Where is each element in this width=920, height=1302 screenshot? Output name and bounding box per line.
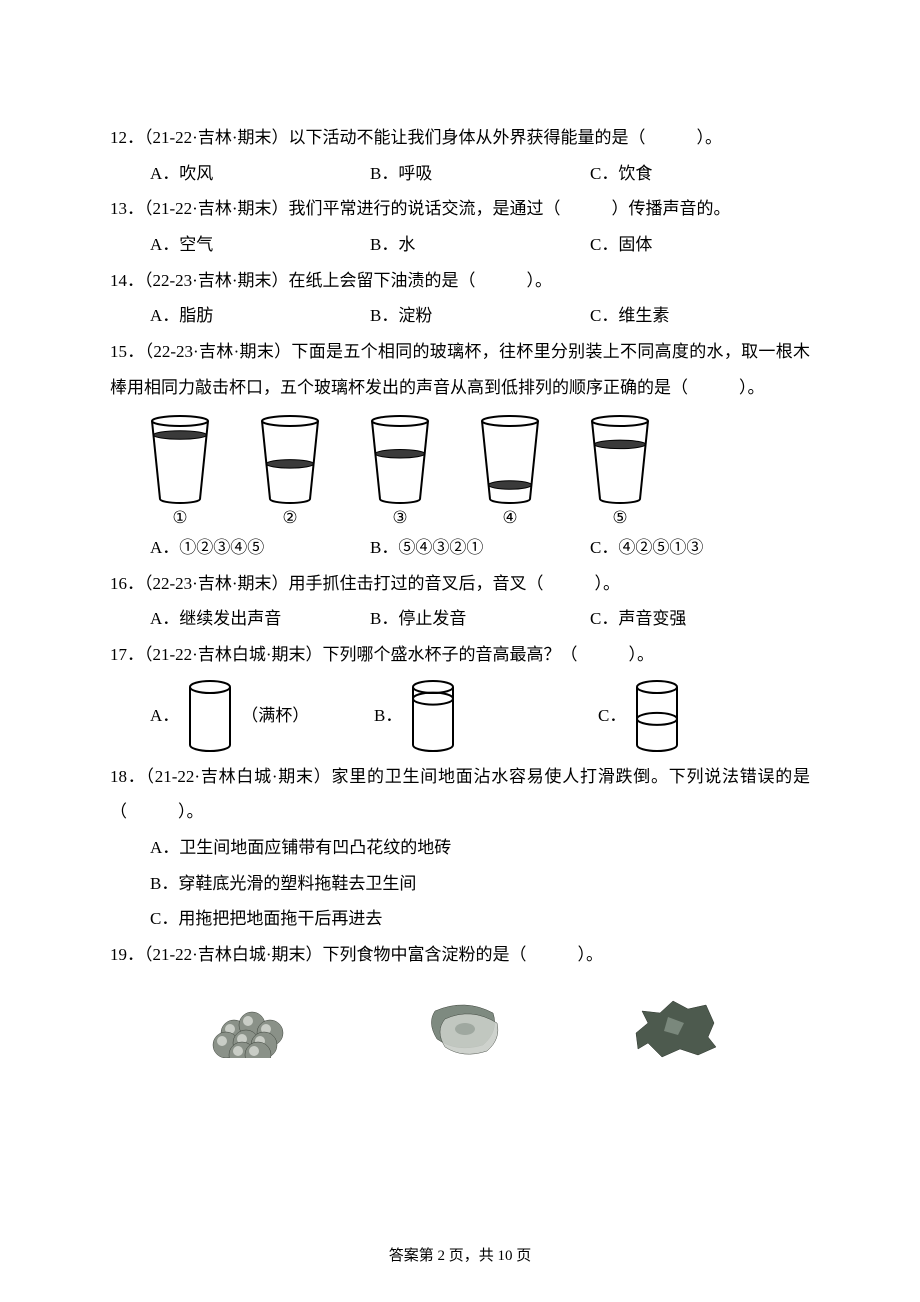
q15-opt-b: B．⑤④③②①	[370, 530, 590, 566]
q15-cup-4: ④	[470, 414, 550, 528]
cylinder-b-icon	[410, 679, 456, 753]
q15-cup-2: ②	[250, 414, 330, 528]
q15-cup-5: ⑤	[580, 414, 660, 528]
q12-options: A．吹风 B．呼吸 C．饮食	[110, 156, 810, 192]
q19-foods	[110, 973, 810, 1058]
q17-note-a: （满杯）	[241, 698, 309, 734]
food-3-icon	[618, 983, 728, 1058]
q14-opt-a: A．脂肪	[150, 298, 370, 334]
page: 12．（21-22·吉林·期末）以下活动不能让我们身体从外界获得能量的是（ ）。…	[0, 0, 920, 1302]
q17-stem: 17．（21-22·吉林白城·期末）下列哪个盛水杯子的音高最高？（ ）。	[110, 637, 810, 673]
q17-opt-a: A． （满杯）	[150, 679, 362, 753]
q12-opt-a: A．吹风	[150, 156, 370, 192]
q18-options: A．卫生间地面应铺带有凹凸花纹的地砖 B．穿鞋底光滑的塑料拖鞋去卫生间 C．用拖…	[110, 830, 810, 937]
cylinder-a-icon	[187, 679, 233, 753]
q18-opt-c: C．用拖把把地面拖干后再进去	[150, 901, 810, 937]
q17-label-a: A．	[150, 698, 179, 734]
q15-cup-1-label: ①	[140, 508, 220, 528]
q17-label-b: B．	[374, 698, 402, 734]
q15-cup-2-label: ②	[250, 508, 330, 528]
q19-stem: 19．（21-22·吉林白城·期末）下列食物中富含淀粉的是（ ）。	[110, 937, 810, 973]
q14-stem: 14．（22-23·吉林·期末）在纸上会留下油渍的是（ ）。	[110, 263, 810, 299]
q14-opt-b: B．淀粉	[370, 298, 590, 334]
q15-cup-3: ③	[360, 414, 440, 528]
q12-opt-c: C．饮食	[590, 156, 810, 192]
q17-opt-c: C．	[598, 679, 810, 753]
q13-stem: 13．（21-22·吉林·期末）我们平常进行的说话交流，是通过（ ）传播声音的。	[110, 191, 810, 227]
q14-options: A．脂肪 B．淀粉 C．维生素	[110, 298, 810, 334]
q15-cup-4-label: ④	[470, 508, 550, 528]
q18-opt-b: B．穿鞋底光滑的塑料拖鞋去卫生间	[150, 866, 810, 902]
q13-options: A．空气 B．水 C．固体	[110, 227, 810, 263]
cylinder-c-icon	[634, 679, 680, 753]
q12-opt-b: B．呼吸	[370, 156, 590, 192]
q16-opt-c: C．声音变强	[590, 601, 810, 637]
q16-options: A．继续发出声音 B．停止发音 C．声音变强	[110, 601, 810, 637]
q16-stem: 16．（22-23·吉林·期末）用手抓住击打过的音叉后，音叉（ ）。	[110, 566, 810, 602]
q13-opt-a: A．空气	[150, 227, 370, 263]
q17-label-c: C．	[598, 698, 626, 734]
q18-stem: 18．（21-22·吉林白城·期末）家里的卫生间地面沾水容易使人打滑跌倒。下列说…	[110, 759, 810, 830]
page-footer: 答案第 2 页，共 10 页	[0, 1241, 920, 1273]
q13-opt-b: B．水	[370, 227, 590, 263]
q16-opt-b: B．停止发音	[370, 601, 590, 637]
q15-cup-3-label: ③	[360, 508, 440, 528]
q15-cup-5-label: ⑤	[580, 508, 660, 528]
q13-opt-c: C．固体	[590, 227, 810, 263]
food-1-icon	[192, 983, 302, 1058]
q15-options: A．①②③④⑤ B．⑤④③②① C．④②⑤①③	[110, 530, 810, 566]
q15-cup-1: ①	[140, 414, 220, 528]
q15-opt-a: A．①②③④⑤	[150, 530, 370, 566]
q15-stem: 15．（22-23·吉林·期末）下面是五个相同的玻璃杯，往杯里分别装上不同高度的…	[110, 334, 810, 405]
q15-cups: ① ② ③ ④ ⑤	[110, 414, 810, 528]
q14-opt-c: C．维生素	[590, 298, 810, 334]
q18-opt-a: A．卫生间地面应铺带有凹凸花纹的地砖	[150, 830, 810, 866]
q15-opt-c: C．④②⑤①③	[590, 530, 810, 566]
q16-opt-a: A．继续发出声音	[150, 601, 370, 637]
q17-opt-b: B．	[374, 679, 586, 753]
food-2-icon	[405, 983, 515, 1058]
q12-stem: 12．（21-22·吉林·期末）以下活动不能让我们身体从外界获得能量的是（ ）。	[110, 120, 810, 156]
q17-cylinders: A． （满杯） B． C．	[110, 679, 810, 753]
